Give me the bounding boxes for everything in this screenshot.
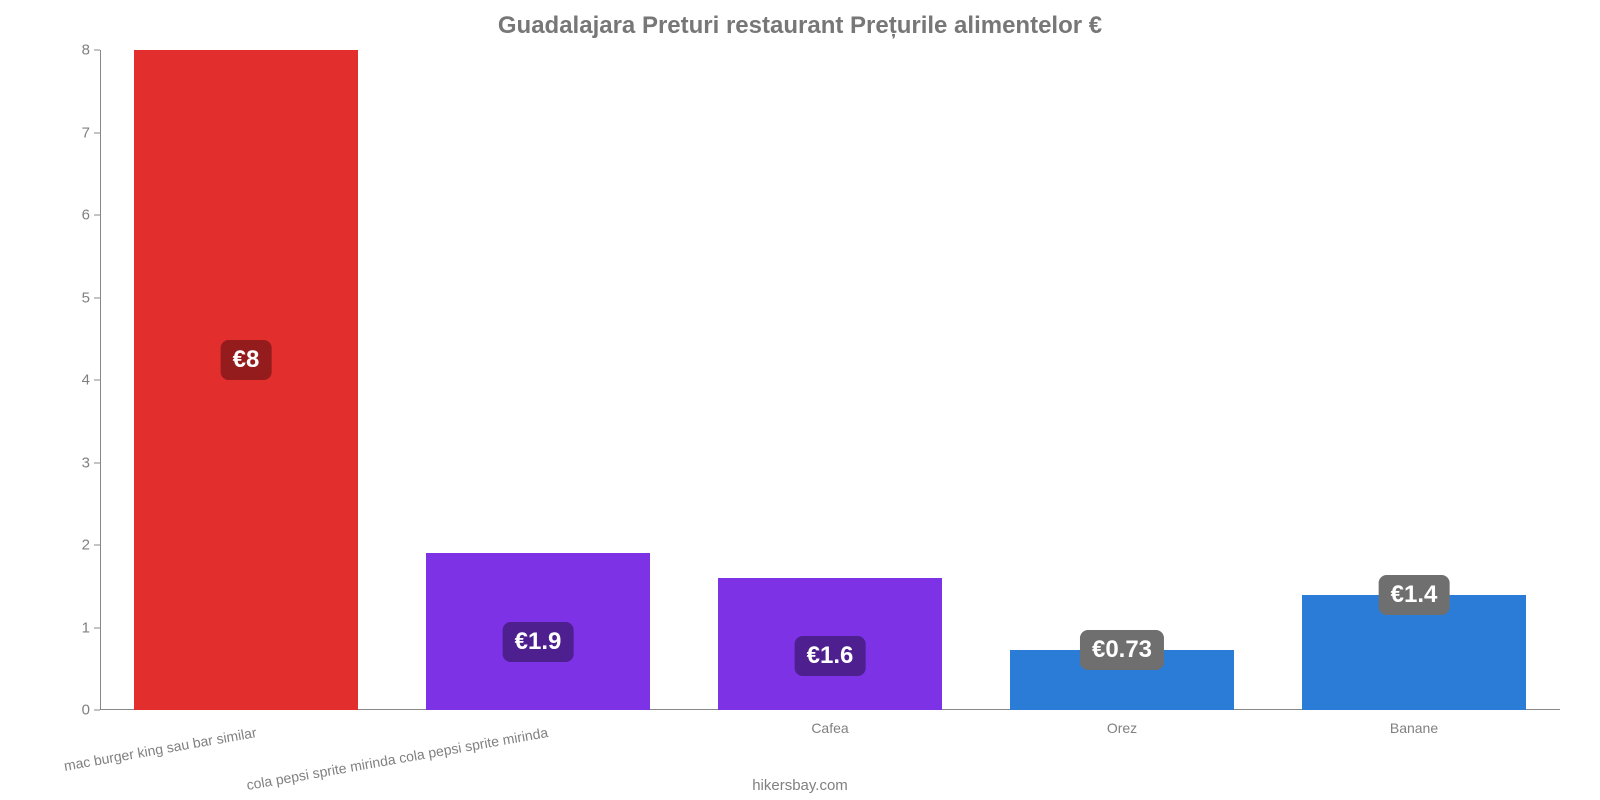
bar-value-label: €1.6 — [795, 636, 866, 676]
x-tick-label: Cafea — [811, 720, 848, 736]
bar-value-label: €0.73 — [1080, 630, 1164, 670]
y-axis-line — [100, 50, 101, 710]
y-tick-label: 2 — [82, 537, 100, 554]
footer-credit: hikersbay.com — [0, 777, 1600, 794]
y-tick-label: 6 — [82, 207, 100, 224]
x-tick-label: Banane — [1390, 720, 1438, 736]
chart-container: Guadalajara Preturi restaurant Prețurile… — [0, 0, 1600, 800]
y-tick-label: 5 — [82, 289, 100, 306]
y-tick-label: 8 — [82, 42, 100, 59]
y-tick-label: 7 — [82, 124, 100, 141]
plot-area: 012345678€8mac burger king sau bar simil… — [100, 50, 1560, 710]
bar-value-label: €1.9 — [503, 622, 574, 662]
bar-value-label: €8 — [221, 340, 272, 380]
x-tick-label: mac burger king sau bar similar — [62, 724, 257, 774]
x-tick-label: Orez — [1107, 720, 1137, 736]
y-tick-label: 4 — [82, 372, 100, 389]
y-tick-label: 3 — [82, 454, 100, 471]
y-tick-label: 0 — [82, 702, 100, 719]
bar-value-label: €1.4 — [1379, 575, 1450, 615]
y-tick-label: 1 — [82, 619, 100, 636]
chart-title: Guadalajara Preturi restaurant Prețurile… — [0, 12, 1600, 40]
